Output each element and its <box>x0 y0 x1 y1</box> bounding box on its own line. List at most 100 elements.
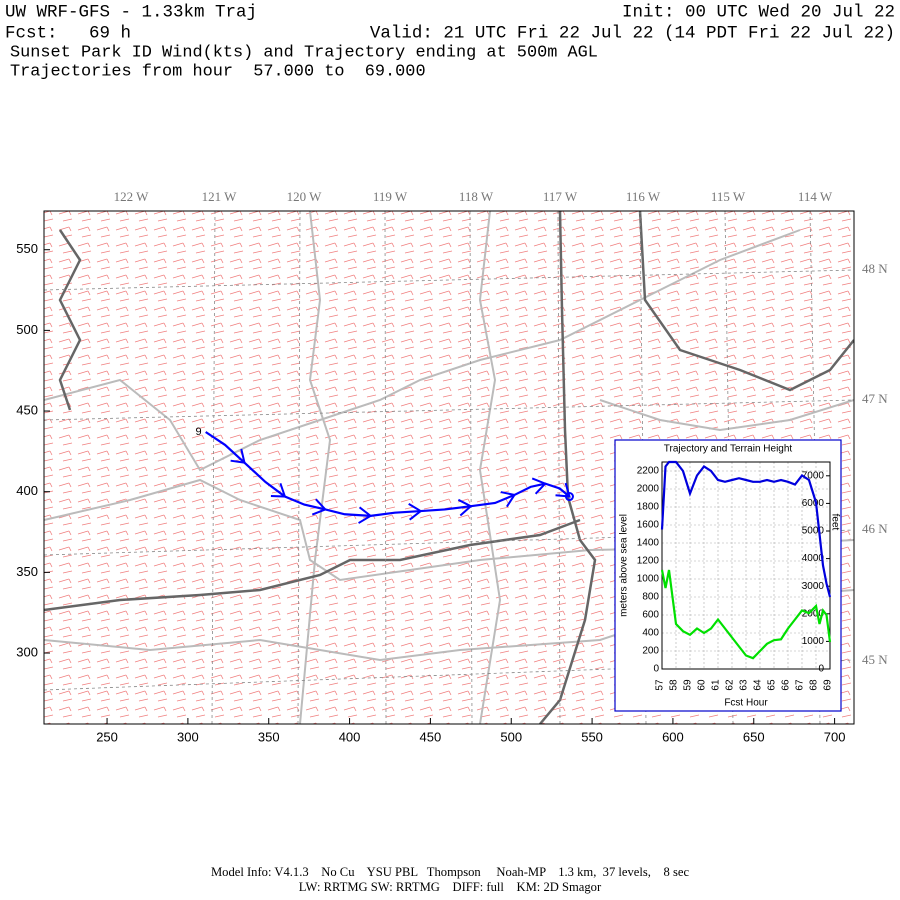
x-tick-label: 69 <box>823 679 834 691</box>
trajectory-barb <box>457 498 473 517</box>
y-tick-label: 0 <box>653 664 659 675</box>
subtitle: Sunset Park ID Wind(kts) and Trajectory … <box>10 43 598 62</box>
valid-time: Valid: 21 UTC Fri 22 Jul 22 (14 PDT Fri … <box>370 24 895 44</box>
x-tick-label: 59 <box>683 679 694 691</box>
trajectory-barb <box>500 491 517 508</box>
y2-tick-label: 2000 <box>802 608 825 619</box>
y-tick-label: 2000 <box>637 484 660 495</box>
y-tick-label: 400 <box>16 483 38 498</box>
river <box>44 518 581 612</box>
model-info: Model Info: V4.1.3 No Cu YSU PBL Thompso… <box>211 865 689 879</box>
y-tick-label: 1400 <box>637 538 660 549</box>
y-tick-label: 1200 <box>637 556 660 567</box>
state-border <box>638 211 854 392</box>
major-borders <box>44 211 854 724</box>
y2-tick-label: 4000 <box>802 553 825 564</box>
x-tick-label: 64 <box>753 679 764 691</box>
y2-tick-label: 7000 <box>802 470 825 481</box>
trajectory-barb <box>555 482 571 498</box>
y-tick-label: 200 <box>642 646 659 657</box>
x-tick-label: 650 <box>743 729 765 744</box>
x-tick-label: 450 <box>420 729 442 744</box>
inset-frame <box>614 439 842 712</box>
y-tick-label: 400 <box>642 628 659 639</box>
y-tick-label: 800 <box>642 592 659 603</box>
trajectory-barb <box>531 477 547 495</box>
trajectory-end <box>564 492 574 502</box>
state-border <box>44 478 854 582</box>
y-tick-label: 500 <box>16 322 38 337</box>
x-tick-label: 350 <box>258 729 280 744</box>
x-tick-label: 63 <box>739 679 750 691</box>
trajectory-barb <box>230 448 246 464</box>
latitude-label: 46 N <box>862 521 888 536</box>
trajectory-start-label: 9 <box>196 426 202 438</box>
county-border <box>299 211 332 724</box>
y2-tick-label: 1000 <box>802 636 825 647</box>
x-tick-label: 62 <box>725 679 736 691</box>
trajectory-line <box>205 431 571 518</box>
longitude-label: 117 W <box>543 189 578 204</box>
y-tick-label: 1800 <box>637 502 660 513</box>
trajectory-barb <box>311 498 328 516</box>
plot-frame <box>661 461 831 670</box>
title: UW WRF-GFS - 1.33km Traj <box>5 3 257 23</box>
trajectory-range: Trajectories from hour 57.000 to 69.000 <box>10 62 426 81</box>
x-tick-label: 68 <box>809 679 820 691</box>
longitude-label: 122 W <box>114 189 150 204</box>
y-axis-label: meters above sea level <box>619 514 630 617</box>
height-line <box>660 460 832 598</box>
trajectory-barb <box>408 503 423 521</box>
x-tick-label: 500 <box>500 729 522 744</box>
forecast-hour: Fcst: 69 h <box>5 24 131 44</box>
latitude-label: 45 N <box>862 652 888 667</box>
y2-tick-label: 5000 <box>802 526 825 537</box>
x-tick-label: 58 <box>669 679 680 691</box>
trajectory-barb <box>270 482 287 498</box>
x-tick-label: 250 <box>96 729 118 744</box>
y2-axis-label: feet <box>829 514 840 531</box>
map-frame <box>43 210 855 725</box>
x-tick-label: 550 <box>581 729 603 744</box>
x-tick-label: 700 <box>824 729 846 744</box>
x-tick-label: 400 <box>339 729 361 744</box>
county-border <box>478 211 502 724</box>
x-tick-label: 60 <box>697 679 708 691</box>
y-tick-label: 450 <box>16 402 38 417</box>
longitude-label: 114 W <box>798 189 833 204</box>
latitude-label: 48 N <box>862 261 888 276</box>
y-tick-label: 600 <box>642 610 659 621</box>
map-layer: 250 300 350 400 450 500 550 600 650 7003003504004… <box>16 189 888 744</box>
x-tick-label: 600 <box>662 729 684 744</box>
latitude-label: 47 N <box>862 391 888 406</box>
x-tick-label: 300 <box>177 729 199 744</box>
y2-tick-label: 3000 <box>802 581 825 592</box>
county-border <box>599 399 854 432</box>
model-physics: LW: RRTMG SW: RRTMG DIFF: full KM: 2D Sm… <box>299 880 602 894</box>
x-axis-label: Fcst Hour <box>724 698 768 709</box>
x-tick-label: 65 <box>767 679 778 691</box>
state-border <box>539 211 597 724</box>
inset-layer: Trajectory and Terrain Height 0 200 400 600 8… <box>619 444 841 709</box>
x-tick-label: 66 <box>781 679 792 691</box>
longitude-label: 118 W <box>459 189 494 204</box>
y-tick-label: 2200 <box>637 466 660 477</box>
y2-tick-label: 6000 <box>802 498 825 509</box>
x-tick-label: 61 <box>711 679 722 691</box>
longitude-label: 115 W <box>711 189 746 204</box>
height-line <box>660 569 832 660</box>
init-time: Init: 00 UTC Wed 20 Jul 22 <box>622 3 895 23</box>
trajectory-barb <box>358 506 373 524</box>
x-tick-label: 57 <box>655 679 666 691</box>
y-tick-label: 350 <box>16 564 38 579</box>
y-tick-label: 550 <box>16 241 38 256</box>
y-tick-label: 300 <box>16 644 38 659</box>
coastline <box>58 229 82 411</box>
longitude-label: 119 W <box>373 189 408 204</box>
x-tick-label: 67 <box>795 679 806 691</box>
y-tick-label: 1600 <box>637 520 660 531</box>
county-border <box>44 229 801 472</box>
inset-title: Trajectory and Terrain Height <box>664 444 793 455</box>
y-tick-label: 1000 <box>637 574 660 585</box>
